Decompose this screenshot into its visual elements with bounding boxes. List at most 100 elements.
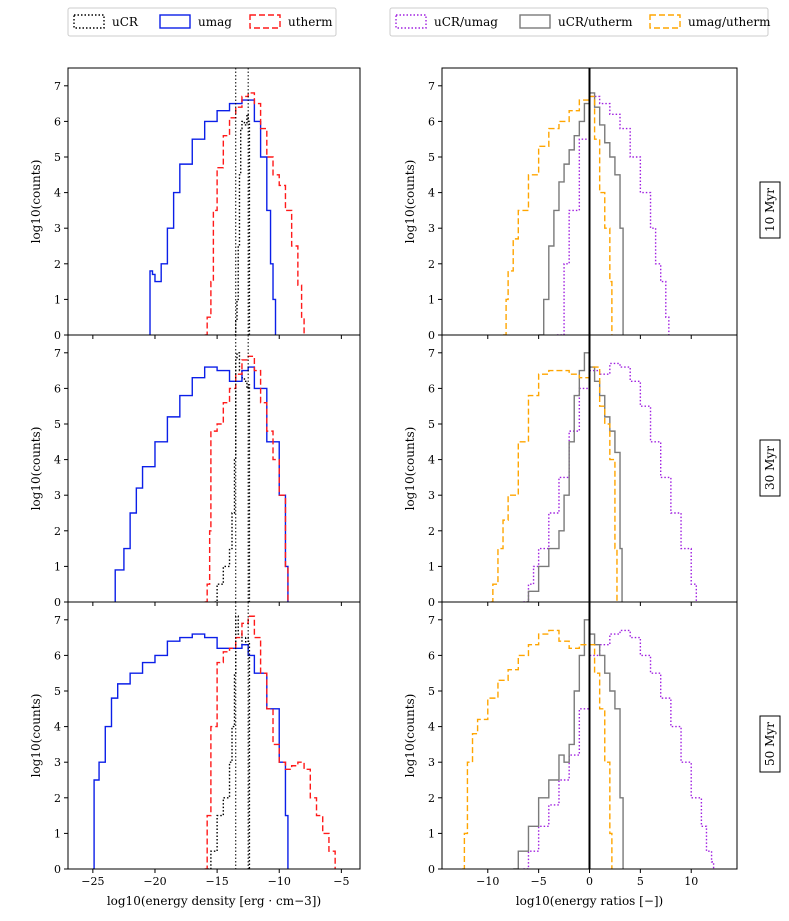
series-line <box>526 352 623 602</box>
series-line <box>538 92 624 335</box>
series-line <box>513 619 624 869</box>
y-tick-label: 3 <box>54 756 61 769</box>
axes-frame <box>67 67 361 336</box>
plot-area <box>92 615 336 869</box>
panel-energy-ratios-10myr: 0 1 2 3 4 5 6 7 log10(counts) <box>403 67 738 342</box>
y-tick-label: 7 <box>428 347 435 360</box>
legend-item-ucr-utherm: uCR/utherm <box>519 14 633 29</box>
axes-frame <box>67 601 361 870</box>
y-tick-label: 0 <box>54 596 61 609</box>
y-tick-label: 7 <box>54 80 61 93</box>
y-tick-label: 1 <box>428 827 435 840</box>
panels: 0 1 2 3 4 5 6 7 log10(counts) 0 1 2 3 4 5 6 7 log10(count… <box>29 67 738 908</box>
y-tick-label: 7 <box>54 614 61 627</box>
y-axis-label: log10(counts) <box>29 427 43 511</box>
x-tick-label: −5 <box>333 875 349 888</box>
y-tick-label: 5 <box>54 151 61 164</box>
y-axis-label: log10(counts) <box>29 694 43 778</box>
y-tick-label: 7 <box>54 347 61 360</box>
time-label-50myr: 50 Myr <box>759 715 781 773</box>
plot-area <box>462 619 715 869</box>
y-tick-label: 3 <box>428 756 435 769</box>
series-line <box>114 366 289 602</box>
y-tick-label: 6 <box>54 382 61 395</box>
series-line <box>523 629 715 869</box>
y-tick-label: 1 <box>428 560 435 573</box>
y-tick-label: 1 <box>428 293 435 306</box>
y-tick-label: 3 <box>54 222 61 235</box>
y-tick-label: 0 <box>428 596 435 609</box>
legend-item-umag-utherm: umag/utherm <box>649 14 771 29</box>
y-tick-label: 5 <box>428 418 435 431</box>
panel-energy-density-10myr: 0 1 2 3 4 5 6 7 log10(counts) <box>29 67 361 342</box>
legend-item-ucr: uCR <box>73 14 139 29</box>
y-tick-label: 5 <box>54 418 61 431</box>
y-tick-label: 4 <box>54 454 61 467</box>
legend-label: utherm <box>288 15 333 29</box>
panel-energy-density-50myr: 0 1 2 3 4 5 6 7 −25 −20 −15 −10 −5 log10(counts) log10… <box>29 601 361 908</box>
x-axis-label: log10(energy ratios [−]) <box>516 894 664 908</box>
legend-right: uCR/umag uCR/utherm umag/utherm <box>389 7 771 37</box>
series-line <box>490 366 618 602</box>
plot-area <box>149 92 305 335</box>
y-tick-label: 2 <box>54 525 61 538</box>
x-tick-label: −25 <box>81 875 104 888</box>
time-label-text: 50 Myr <box>763 722 777 766</box>
x-tick-label: −20 <box>143 875 166 888</box>
time-label-text: 10 Myr <box>763 188 777 232</box>
y-tick-label: 2 <box>54 792 61 805</box>
y-tick-label: 3 <box>428 489 435 502</box>
legend-label: umag <box>198 15 232 29</box>
x-tick-label: −10 <box>476 875 499 888</box>
y-tick-label: 3 <box>54 489 61 502</box>
y-tick-label: 6 <box>428 382 435 395</box>
series-line <box>92 633 289 869</box>
series-line <box>204 355 289 602</box>
plot-area <box>490 352 698 602</box>
y-tick-label: 1 <box>54 293 61 306</box>
y-tick-label: 6 <box>428 649 435 662</box>
y-tick-label: 4 <box>428 454 435 467</box>
x-tick-label: −5 <box>531 875 547 888</box>
y-tick-label: 4 <box>54 721 61 734</box>
panel-energy-ratios-30myr: 0 1 2 3 4 5 6 7 log10(counts) <box>403 334 738 609</box>
series-line <box>204 615 336 869</box>
panel-energy-ratios-50myr: 0 1 2 3 4 5 6 7 −10 −5 0 5 10 log10(counts) log10(ener… <box>403 601 738 908</box>
x-axis-label: log10(energy density [erg · cm−3]) <box>107 894 321 908</box>
series-line <box>207 615 251 869</box>
x-tick-label: −10 <box>268 875 291 888</box>
series-line <box>214 352 251 602</box>
y-tick-label: 0 <box>428 329 435 342</box>
time-label-30myr: 30 Myr <box>759 439 781 497</box>
plot-area <box>114 352 289 602</box>
legend-label: uCR/utherm <box>558 15 633 29</box>
x-tick-label: 5 <box>637 875 644 888</box>
legend-label: uCR/umag <box>434 15 498 29</box>
y-tick-label: 0 <box>54 329 61 342</box>
y-tick-label: 1 <box>54 560 61 573</box>
y-tick-label: 2 <box>428 792 435 805</box>
y-tick-label: 6 <box>54 649 61 662</box>
y-tick-label: 6 <box>54 115 61 128</box>
y-tick-label: 1 <box>54 827 61 840</box>
y-axis-label: log10(counts) <box>403 427 417 511</box>
y-tick-label: 2 <box>428 258 435 271</box>
legend-item-utherm: utherm <box>249 14 333 29</box>
y-tick-label: 2 <box>54 258 61 271</box>
x-tick-label: 10 <box>684 875 698 888</box>
panel-energy-density-30myr: 0 1 2 3 4 5 6 7 log10(counts) <box>29 334 361 609</box>
legend-label: umag/utherm <box>688 15 771 29</box>
y-tick-label: 2 <box>428 525 435 538</box>
legend-label: uCR <box>112 15 139 29</box>
y-tick-label: 7 <box>428 614 435 627</box>
y-tick-label: 6 <box>428 115 435 128</box>
series-line <box>204 92 305 335</box>
axes-frame <box>67 334 361 603</box>
series-line <box>149 99 277 335</box>
x-tick-label: 0 <box>586 875 593 888</box>
series-line <box>503 95 613 335</box>
y-axis-label: log10(counts) <box>403 160 417 244</box>
legend-item-ucr-umag: uCR/umag <box>395 14 498 29</box>
y-tick-label: 3 <box>428 222 435 235</box>
